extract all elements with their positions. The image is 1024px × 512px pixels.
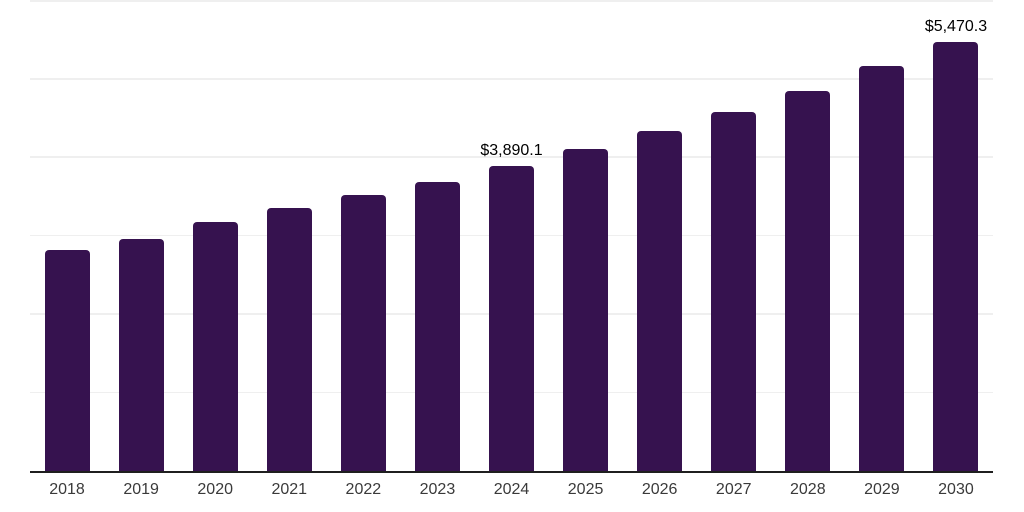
bar-2021	[266, 208, 312, 471]
bar-2024	[489, 166, 534, 471]
bar-2023	[414, 181, 460, 471]
bar-2028	[785, 90, 831, 471]
x-tick-2018: 2018	[49, 481, 85, 498]
x-tick-2025: 2025	[567, 481, 604, 498]
x-tick-2027: 2027	[715, 481, 752, 498]
plot-area: $3,890.1 $5,470.3	[30, 0, 993, 473]
data-label-2030: $5,470.3	[924, 18, 988, 36]
x-tick-2022: 2022	[345, 481, 382, 498]
x-tick-2024: 2024	[493, 481, 530, 498]
gridline-6000	[30, 0, 993, 2]
bar-2018	[44, 249, 90, 471]
bar-2019	[118, 239, 164, 471]
bar-2020	[192, 221, 238, 471]
gridline-5000	[30, 78, 993, 80]
gridline-4000	[30, 156, 993, 158]
x-tick-2029: 2029	[864, 481, 900, 498]
x-tick-2020: 2020	[197, 481, 233, 498]
x-tick-2023: 2023	[419, 481, 456, 498]
x-tick-2030: 2030	[938, 481, 974, 498]
bar-2025	[563, 148, 609, 471]
x-axis-line	[30, 471, 993, 473]
bar-2030	[933, 42, 979, 471]
x-tick-2021: 2021	[271, 481, 308, 498]
x-tick-2019: 2019	[123, 481, 159, 498]
x-tick-2026: 2026	[641, 481, 678, 498]
data-label-2024: $3,890.1	[480, 142, 543, 160]
bar-2026	[637, 130, 683, 471]
bar-2027	[711, 111, 757, 471]
bar-2029	[859, 66, 905, 471]
bar-2022	[340, 195, 386, 471]
x-tick-2028: 2028	[790, 481, 826, 498]
